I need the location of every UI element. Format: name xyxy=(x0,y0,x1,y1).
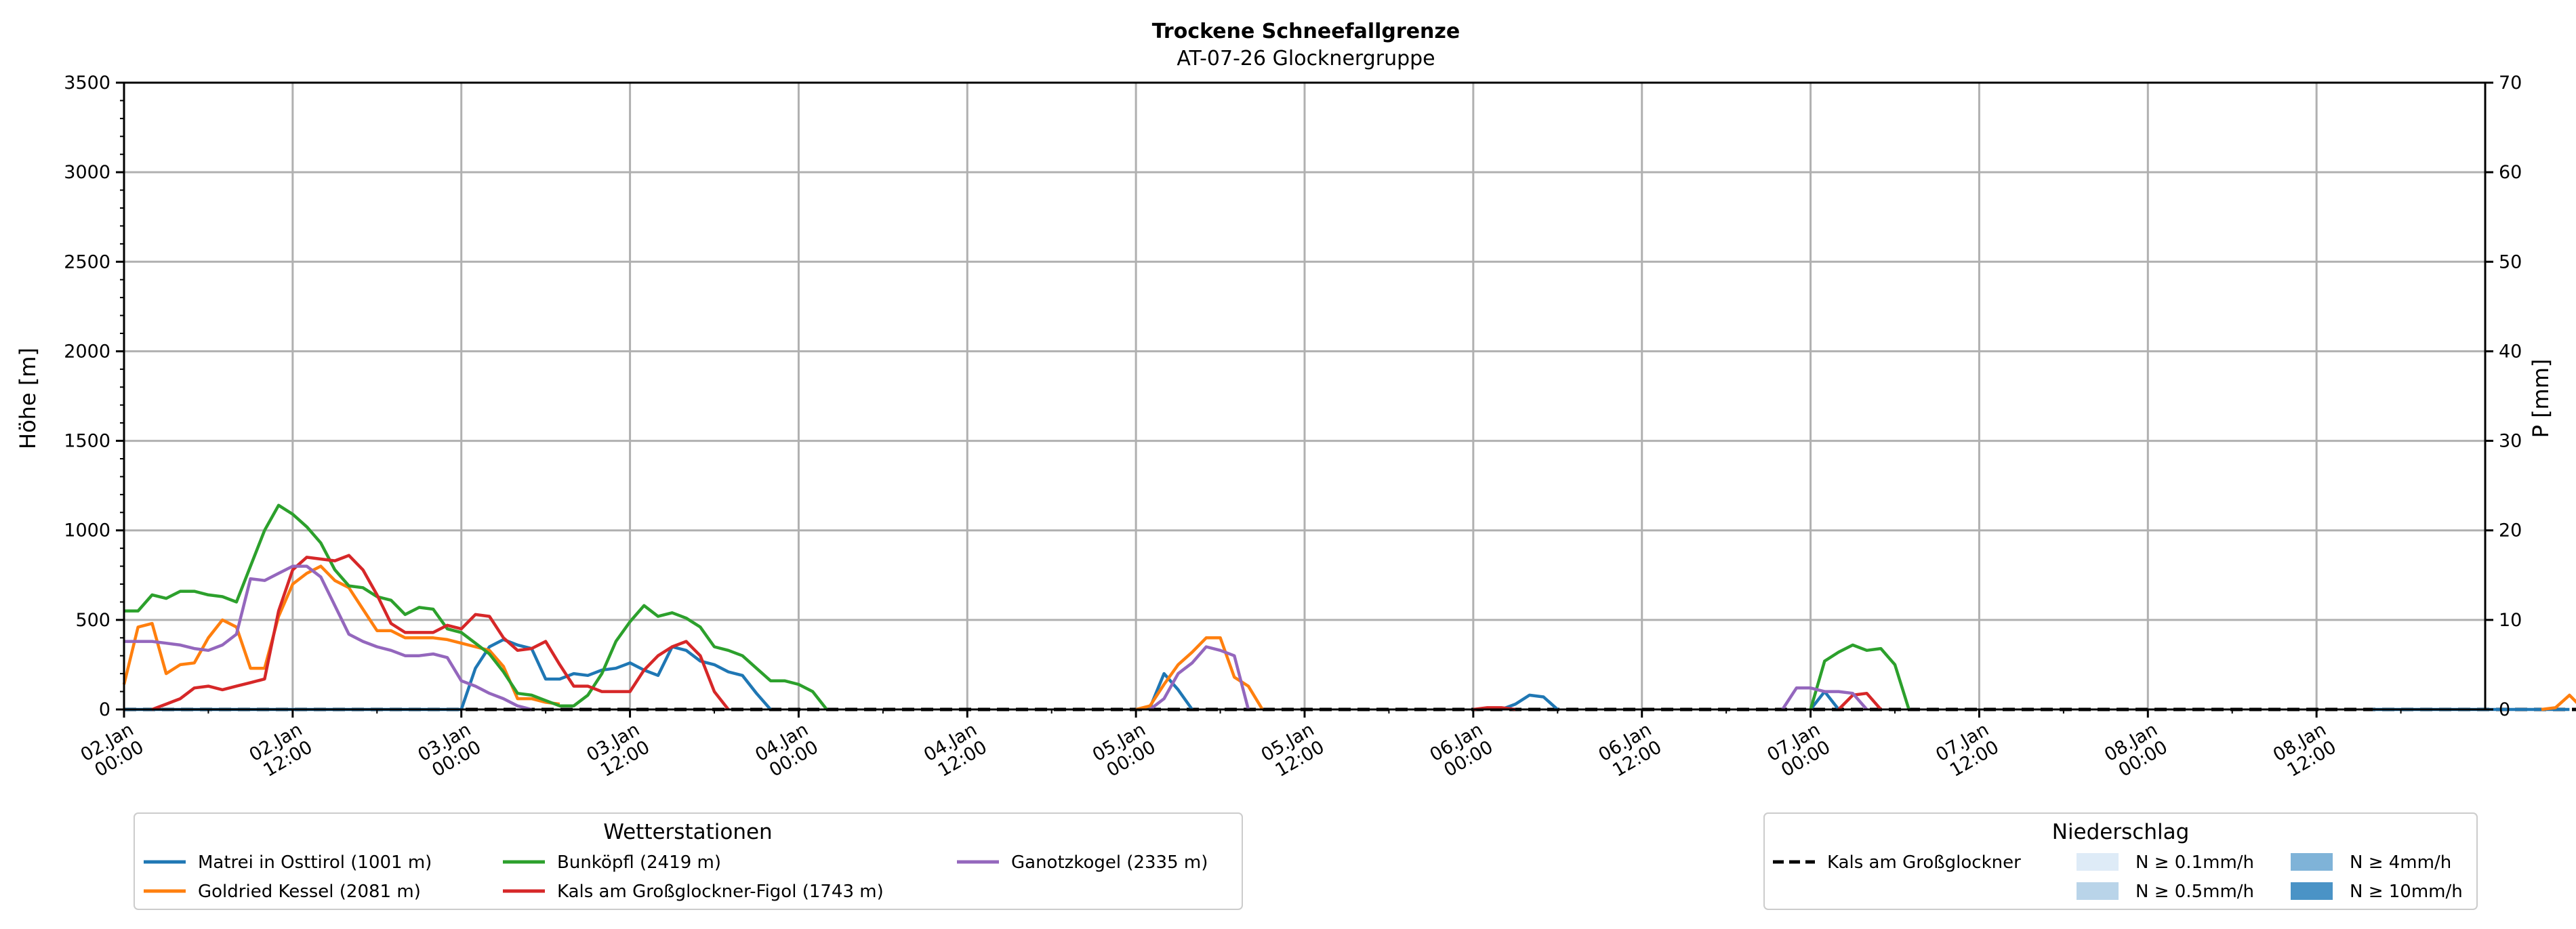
series-line-1-seg-0 xyxy=(122,564,560,706)
legend-precip-title: Niederschlag xyxy=(2052,820,2190,844)
legend-stations-title: Wetterstationen xyxy=(603,820,772,844)
legend-stations: Wetterstationen Matrei in Osttirol (1001… xyxy=(134,812,1243,910)
y-tick-label-4: 2000 xyxy=(64,341,110,362)
precip-legend-label-2: N ≥ 4mm/h xyxy=(2350,852,2451,873)
precip-legend-label-0: N ≥ 0.1mm/h xyxy=(2135,852,2254,873)
precip-legend-swatch-0 xyxy=(2077,853,2119,871)
legend-label-2: Bunköpfl (2419 m) xyxy=(557,852,721,873)
legend-precipitation: Niederschlag Kals am Großglockner N ≥ 0.… xyxy=(1763,812,2478,910)
precip-legend-label-3: N ≥ 10mm/h xyxy=(2350,882,2463,902)
series-line-4-seg-1 xyxy=(1149,645,1250,711)
series-line-0-seg-3 xyxy=(1500,693,1559,711)
y2-tick-label-6: 60 xyxy=(2499,162,2522,183)
y-tick-label-7: 3500 xyxy=(64,73,110,94)
precip-legend-swatch-2 xyxy=(2291,853,2333,871)
series-line-2-seg-1 xyxy=(1809,643,1910,710)
legend-label-3: Kals am Großglockner-Figol (1743 m) xyxy=(557,882,884,902)
chart-title: Trockene Schneefallgrenze xyxy=(1152,20,1460,43)
y-tick-label-5: 2500 xyxy=(64,251,110,272)
legend-label-1: Goldried Kessel (2081 m) xyxy=(198,882,421,902)
y2-tick-label-3: 30 xyxy=(2499,431,2522,452)
y2-tick-label-2: 20 xyxy=(2499,520,2522,541)
precip-legend-swatch-3 xyxy=(2291,882,2333,900)
series-line-4-seg-2 xyxy=(1781,686,1868,711)
series-line-3-seg-2 xyxy=(1837,691,1882,711)
y2-tick-label-0: 0 xyxy=(2499,699,2510,720)
grid-lines xyxy=(123,81,2485,711)
series-line-3-seg-0 xyxy=(151,554,730,711)
y2-tick-label-1: 10 xyxy=(2499,610,2522,631)
precip-legend-swatch-1 xyxy=(2077,882,2119,900)
legend-label-0: Matrei in Osttirol (1001 m) xyxy=(198,852,432,873)
axes xyxy=(116,81,2493,718)
chart-subtitle: AT-07-26 Glocknergruppe xyxy=(1177,47,1435,70)
y2-tick-label-7: 70 xyxy=(2499,73,2522,94)
y2-tick-label-4: 40 xyxy=(2499,341,2522,362)
y-tick-label-6: 3000 xyxy=(64,162,110,183)
series-line-1-seg-2 xyxy=(2541,693,2576,711)
legend-precip-line-label: Kals am Großglockner xyxy=(1827,852,2021,873)
y-tick-label-0: 0 xyxy=(99,699,110,720)
y-axis-label: Höhe [m] xyxy=(15,348,41,449)
y-tick-label-2: 1000 xyxy=(64,520,110,541)
series-line-2-seg-0 xyxy=(124,503,828,711)
precip-legend-label-1: N ≥ 0.5mm/h xyxy=(2135,882,2254,902)
y2-tick-label-5: 50 xyxy=(2499,251,2522,272)
y-tick-label-3: 1500 xyxy=(64,431,110,452)
y-tick-label-1: 500 xyxy=(75,610,110,631)
legend-label-4: Ganotzkogel (2335 m) xyxy=(1011,852,1208,873)
series-line-4-seg-0 xyxy=(124,564,532,711)
y2-axis-label: P [mm] xyxy=(2528,359,2554,438)
